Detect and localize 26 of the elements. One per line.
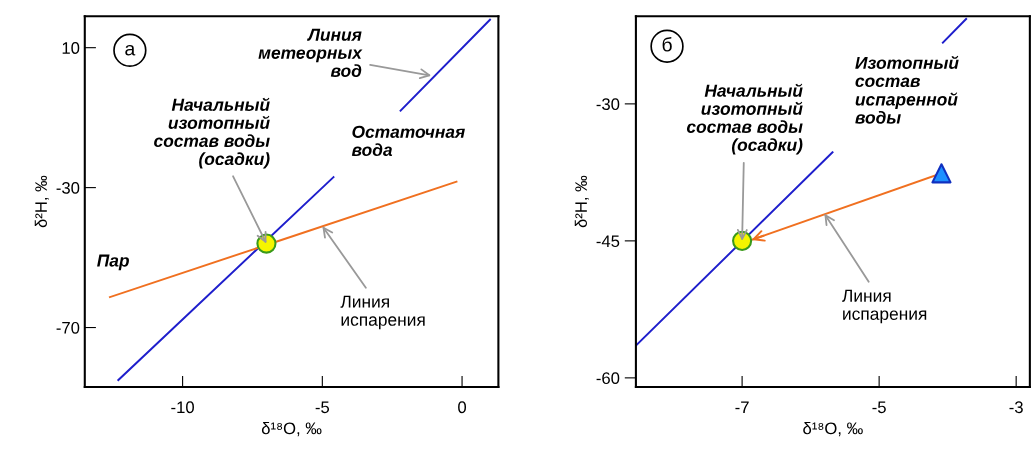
x-tick-label: 0 (458, 401, 467, 414)
annotation: Начальный изотопный состав воды (осадки) (154, 97, 270, 169)
x-tick-label: -5 (315, 401, 330, 414)
annotation: Изотопный состав испаренной воды (855, 55, 959, 124)
annotation: Пар (97, 254, 129, 271)
annotation: Линия метеорных вод (258, 28, 363, 77)
annotation: Линия испарения (842, 289, 927, 324)
y-axis-title: δ²H, ‰ (574, 175, 589, 228)
x-axis-title: δ¹⁸O, ‰ (803, 421, 863, 437)
annotation: Линия испарения (340, 295, 425, 330)
y-tick-label: -30 (56, 182, 80, 194)
annotation: Остаточная вода (351, 125, 465, 157)
x-tick-label: -7 (735, 401, 749, 413)
y-tick-label: -45 (596, 235, 620, 248)
y-tick-label: -60 (596, 372, 620, 385)
y-axis-title: δ²H, ‰ (34, 175, 49, 228)
x-axis-title: δ¹⁸O, ‰ (261, 421, 322, 437)
y-tick-label: -70 (56, 321, 80, 334)
annotation: б (662, 37, 672, 52)
y-tick-label: 10 (62, 42, 80, 54)
x-tick-label: -10 (171, 401, 194, 414)
y-tick-label: -30 (596, 98, 620, 111)
annotation: Начальный изотопный состав воды (осадки) (686, 83, 803, 155)
annotation: а (125, 44, 136, 56)
x-tick-label: -3 (1009, 401, 1023, 414)
x-tick-label: -5 (872, 401, 886, 414)
